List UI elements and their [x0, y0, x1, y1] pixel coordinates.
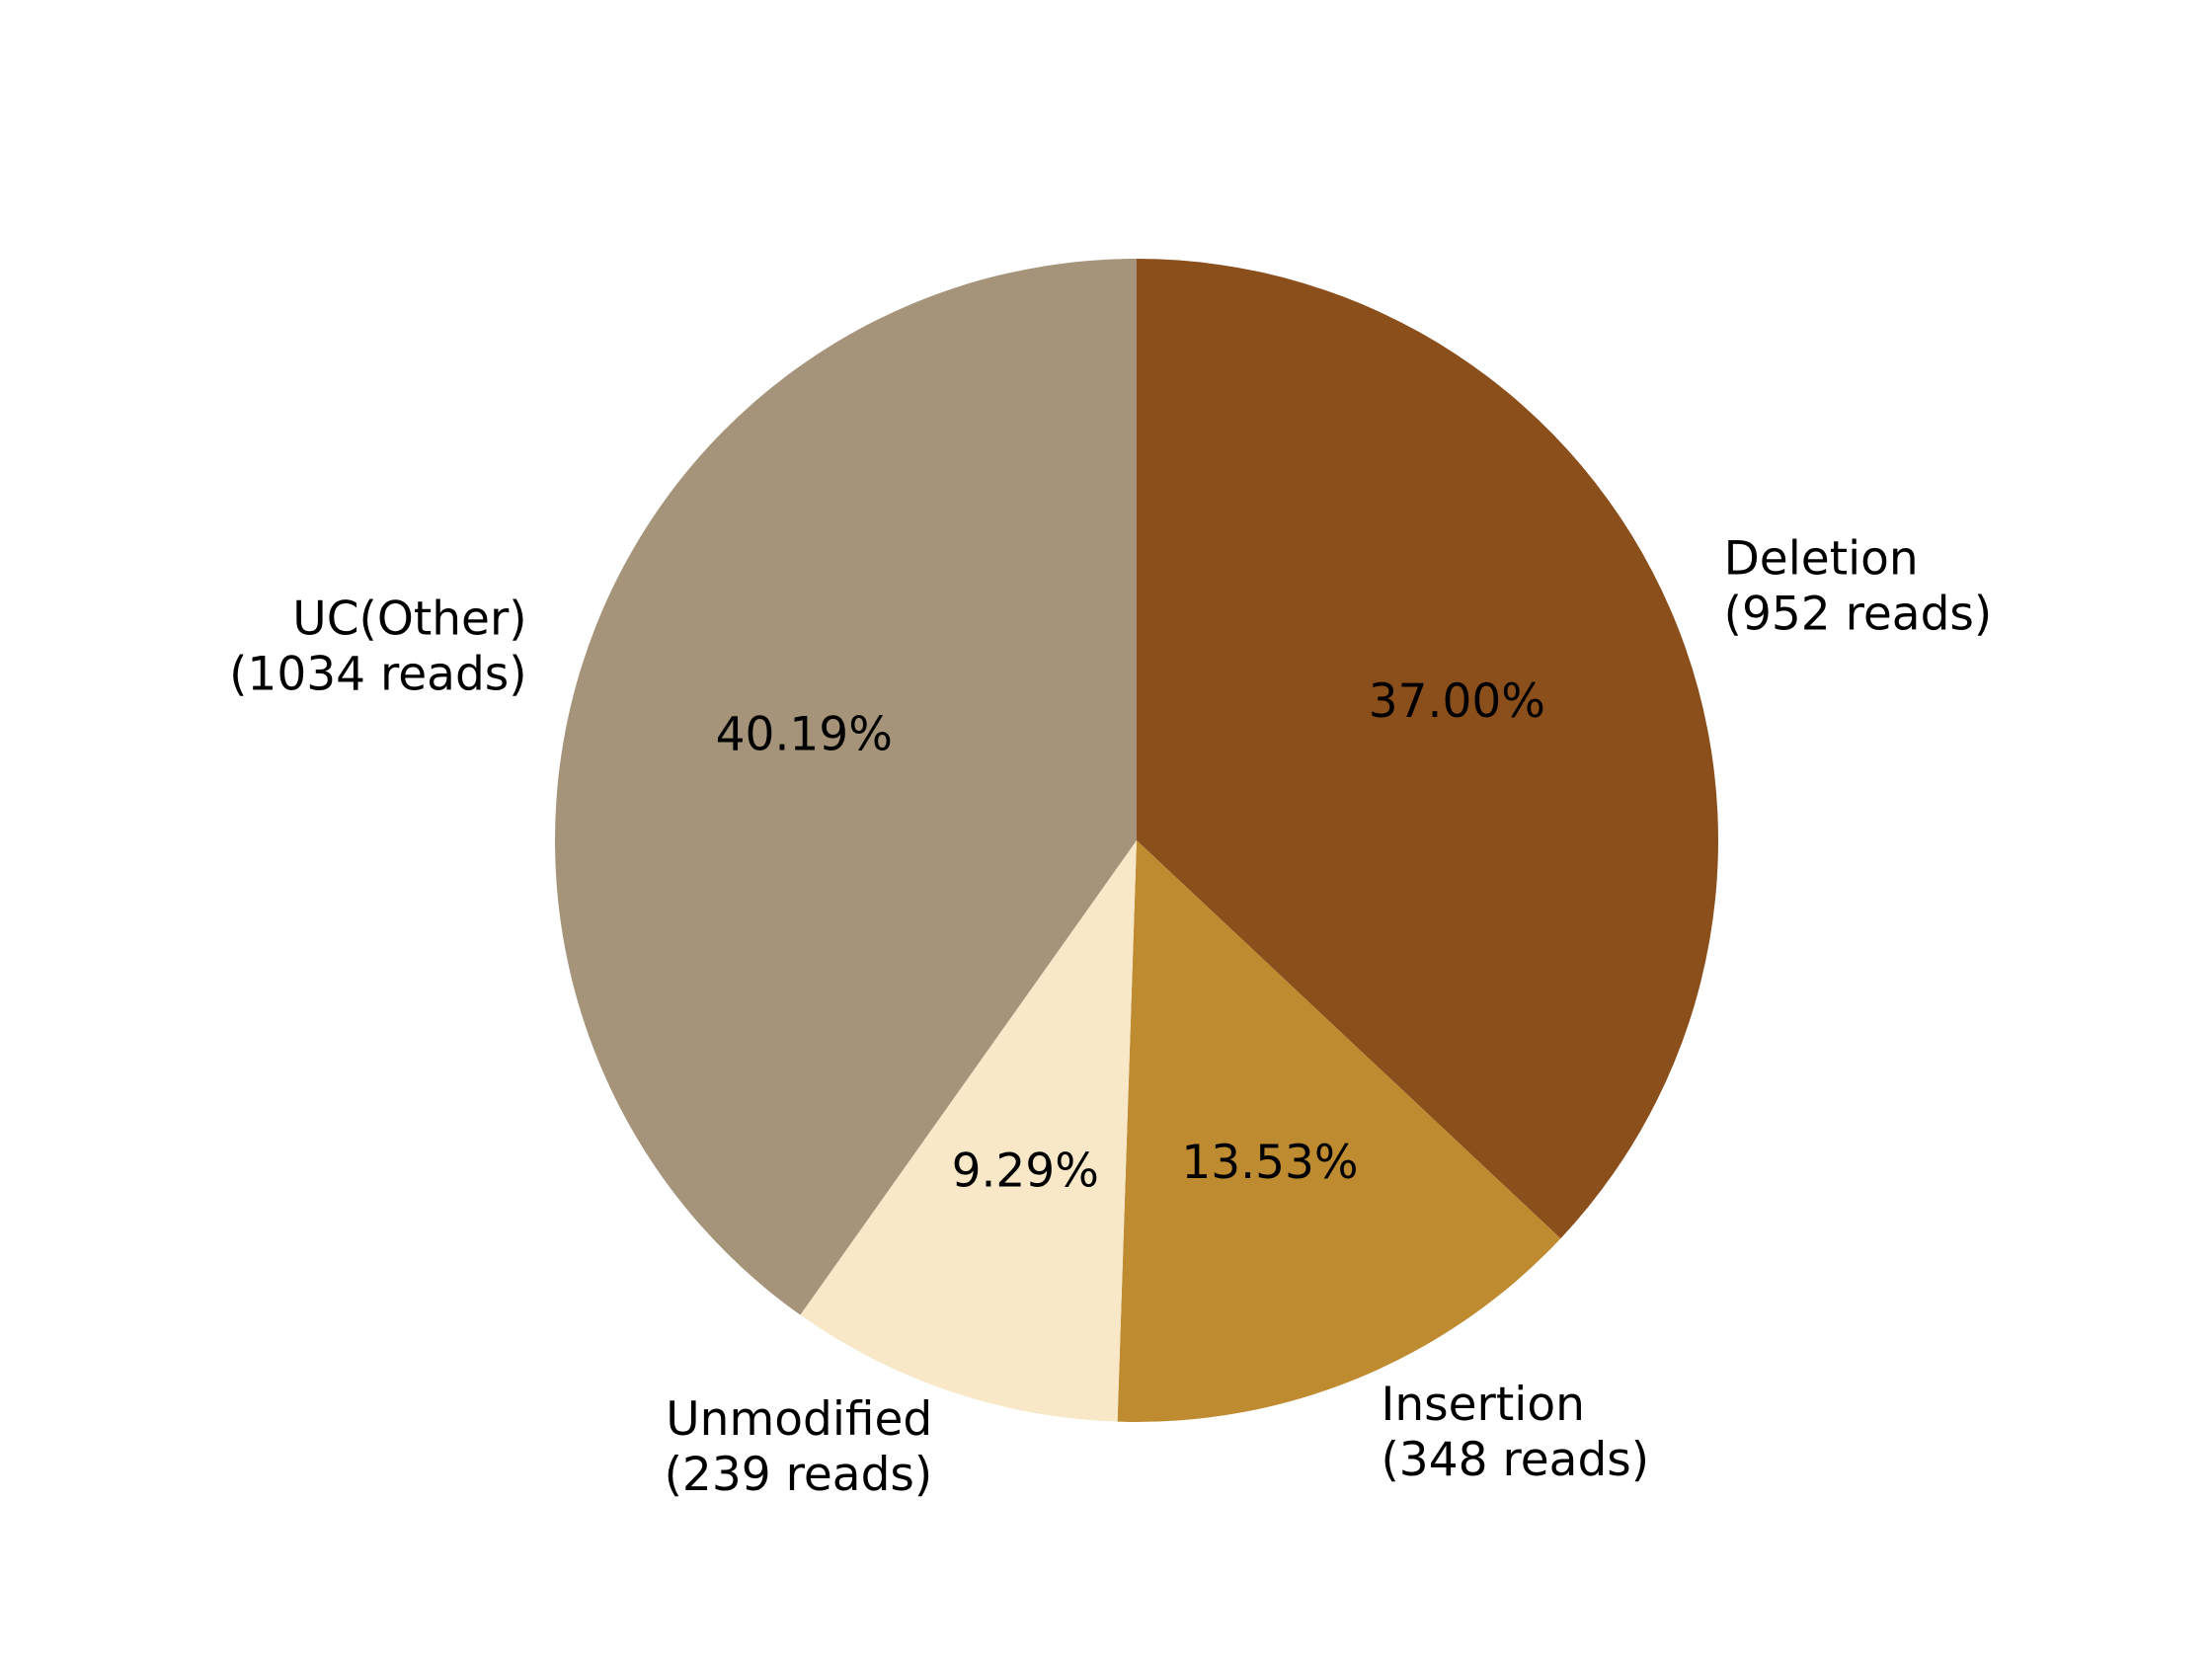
pie-category-name: Insertion: [1381, 1378, 1584, 1432]
pie-category-reads: (952 reads): [1724, 588, 1993, 642]
pie-category-name: Deletion: [1724, 532, 1919, 587]
pie-percent-label-unmodified: 9.29%: [952, 1144, 1099, 1198]
pie-slice-unmodified: [800, 840, 1137, 1422]
pie-slices: [554, 258, 1718, 1422]
pie-percent-label-insertion: 13.53%: [1181, 1136, 1358, 1190]
pie-category-label-deletion: Deletion (952 reads): [1724, 532, 1993, 642]
pie-category-label-unmodified: Unmodified (239 reads): [665, 1392, 933, 1502]
pie-slice-insertion: [1117, 840, 1561, 1422]
pie-category-label-insertion: Insertion (348 reads): [1381, 1378, 1649, 1487]
pie-category-name: Unmodified: [666, 1392, 932, 1447]
pie-slice-uc-other: [554, 258, 1137, 1315]
pie-labels: 37.00% Deletion (952 reads) 13.53% Insertion…: [229, 532, 1992, 1502]
pie-category-reads: (1034 reads): [229, 647, 527, 701]
pie-category-label-uc-other: UC(Other) (1034 reads): [229, 592, 527, 701]
pie-percent-label-uc-other: 40.19%: [716, 707, 893, 761]
pie-category-reads: (348 reads): [1381, 1433, 1649, 1487]
pie-slice-deletion: [1137, 259, 1718, 1239]
pie-category-name: UC(Other): [292, 592, 526, 646]
pie-percent-label-deletion: 37.00%: [1369, 674, 1545, 729]
pie-category-reads: (239 reads): [665, 1448, 933, 1502]
